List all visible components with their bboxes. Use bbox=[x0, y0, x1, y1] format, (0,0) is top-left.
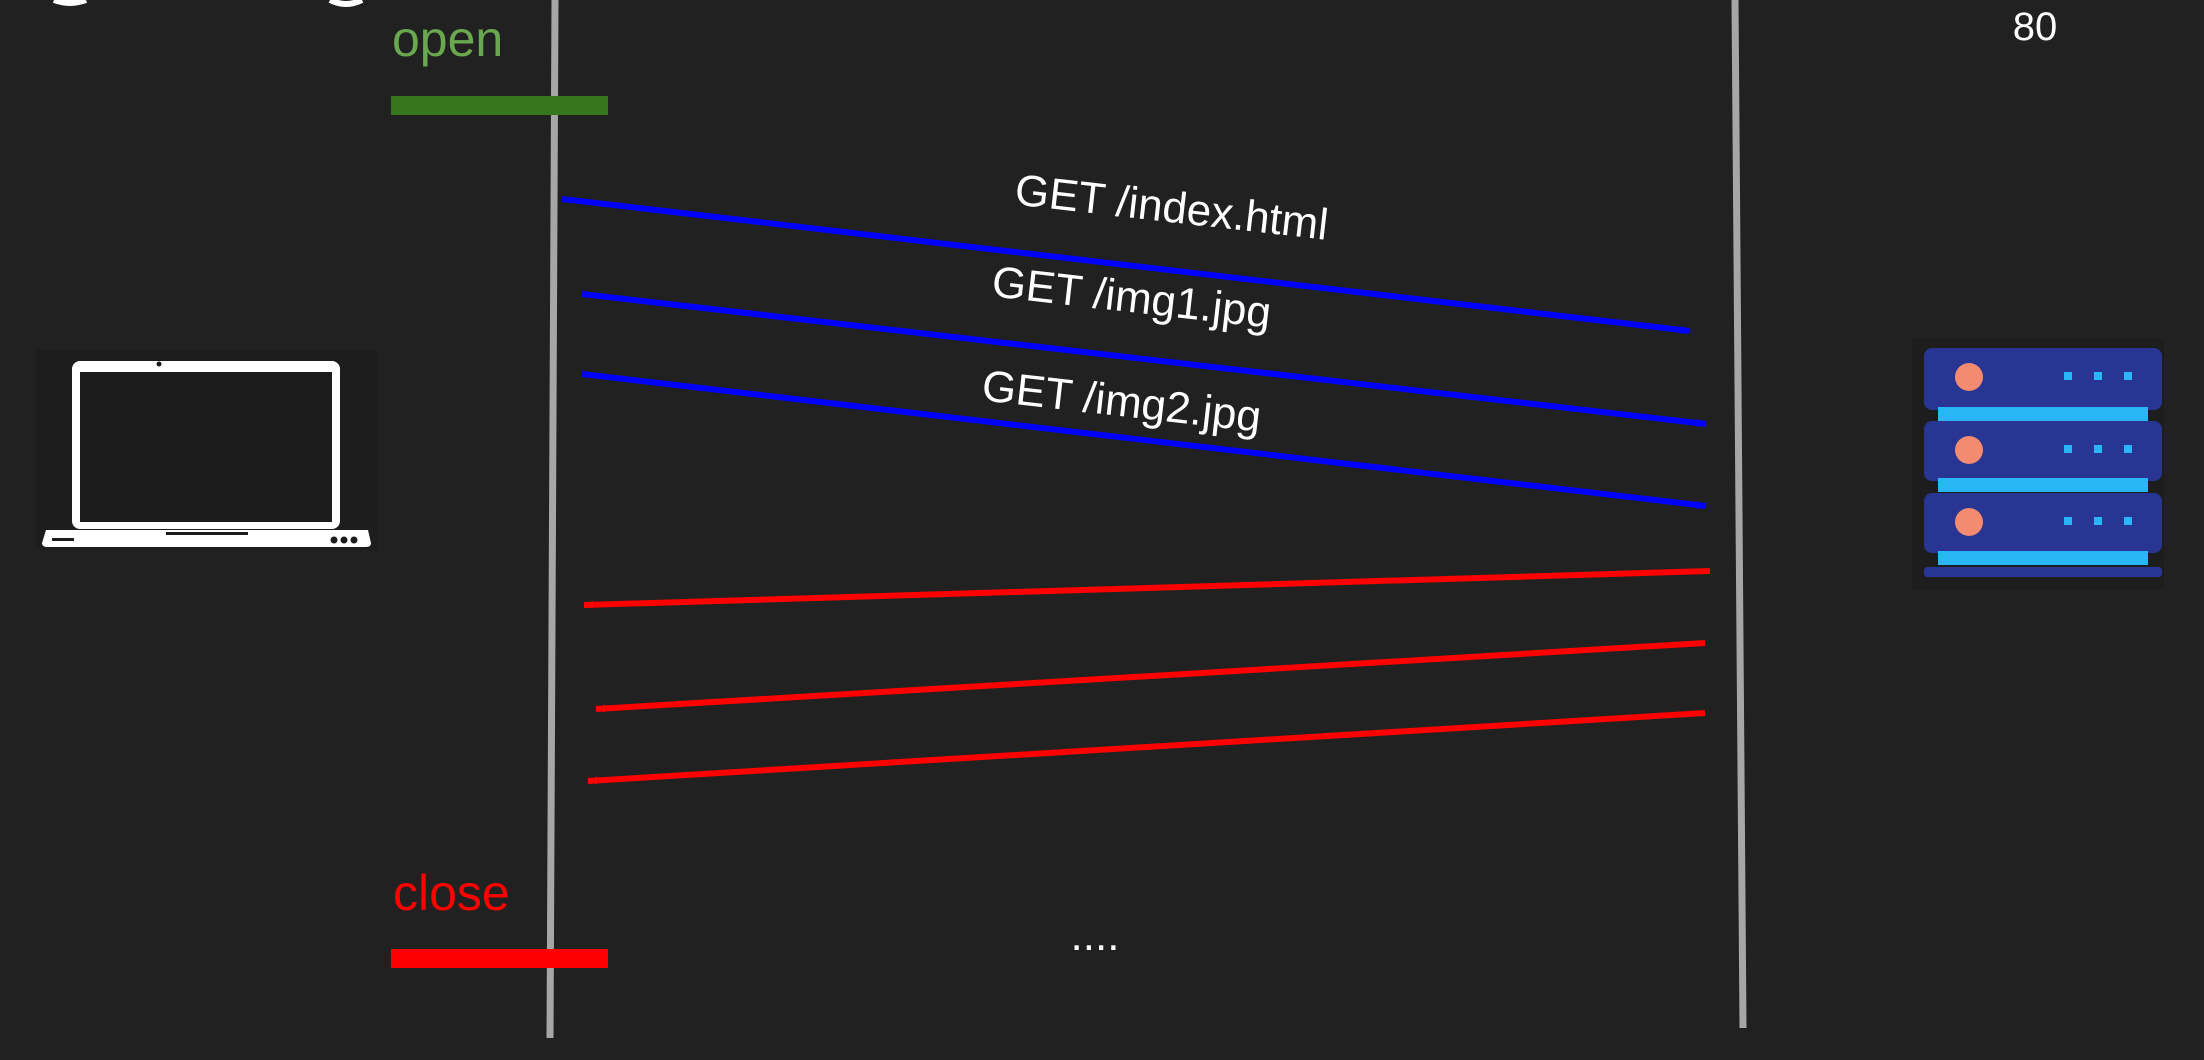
port-label: 80 bbox=[2013, 5, 2058, 49]
ellipsis: .... bbox=[1071, 911, 1120, 960]
request-label-img2: GET /img2.jpg bbox=[980, 361, 1264, 441]
response-arrow-3 bbox=[587, 710, 1706, 785]
request-arrow-index bbox=[561, 196, 1691, 334]
cropped-title-fragment bbox=[52, 0, 364, 7]
open-bar bbox=[391, 96, 608, 115]
close-label: close bbox=[393, 865, 510, 921]
response-arrow-1 bbox=[583, 568, 1711, 609]
server-icon bbox=[1912, 338, 2164, 590]
request-arrow-img2 bbox=[581, 371, 1707, 509]
response-arrow-2 bbox=[595, 640, 1706, 713]
client-lifeline bbox=[546, 0, 559, 1039]
request-label-img1: GET /img1.jpg bbox=[990, 257, 1274, 337]
request-label-index: GET /index.html bbox=[1013, 165, 1331, 249]
server-lifeline bbox=[1731, 0, 1747, 1029]
close-bar bbox=[391, 949, 608, 968]
open-label: open bbox=[392, 11, 503, 67]
request-arrow-img1 bbox=[581, 291, 1707, 427]
laptop-icon bbox=[36, 350, 378, 550]
